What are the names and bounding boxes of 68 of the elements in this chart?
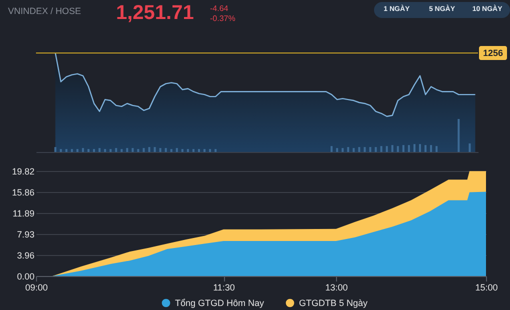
x-tick-label: 15:00: [475, 282, 498, 292]
bar: [186, 149, 189, 152]
bar: [396, 146, 399, 152]
bar: [352, 148, 355, 152]
bar: [402, 145, 404, 152]
bar: [408, 145, 410, 152]
legend-label: GTGDTB 5 Ngày: [299, 298, 368, 308]
bar: [110, 149, 112, 152]
bar: [54, 147, 56, 152]
bar: [98, 148, 101, 152]
bar: [418, 144, 421, 152]
bar: [358, 147, 360, 152]
text: -0.37%: [210, 14, 236, 24]
bar: [369, 147, 372, 152]
bar: [198, 149, 200, 152]
bar: [214, 149, 217, 152]
bar: [104, 149, 106, 152]
bar: [436, 146, 438, 152]
bar: [342, 148, 344, 152]
bar: [374, 147, 377, 152]
x-tick-label: 09:00: [25, 282, 48, 292]
text: 1256: [482, 48, 504, 58]
legend-label: Tổng GTGD Hôm Nay: [175, 298, 265, 308]
bar: [164, 148, 167, 152]
bar: [154, 147, 156, 152]
bar: [137, 149, 140, 152]
y-tick-label: 7.93: [16, 229, 34, 240]
bar: [458, 119, 460, 152]
bar: [132, 148, 134, 152]
x-tick-label: 11:30: [213, 282, 235, 292]
y-tick-label: 3.96: [16, 250, 34, 261]
bar: [468, 143, 471, 152]
y-tick-label: 11.89: [12, 208, 34, 219]
bar: [386, 146, 388, 152]
bar: [82, 148, 84, 152]
bar: [93, 149, 96, 152]
bar: [142, 148, 145, 152]
bar: [159, 148, 162, 152]
bar: [70, 149, 73, 152]
bar: [330, 146, 333, 152]
bar: [65, 149, 68, 152]
text: 1,251.71: [116, 2, 194, 25]
bar: [115, 148, 118, 152]
bar: [60, 149, 62, 152]
bar: [364, 147, 366, 152]
x-tick-label: 13:00: [325, 282, 348, 292]
bar: [192, 149, 194, 152]
bar: [209, 149, 212, 152]
text: -4.64: [210, 4, 230, 14]
bar: [424, 145, 427, 152]
bar: [347, 147, 350, 152]
bar: [380, 146, 382, 152]
bar: [413, 144, 416, 152]
chart-title: VNINDEX / HOSE: [8, 6, 82, 16]
y-tick-label: 19.82: [12, 166, 34, 176]
bar: [336, 148, 338, 152]
bar: [204, 149, 206, 152]
bar: [76, 149, 78, 152]
bar: [87, 149, 90, 152]
bar: [391, 145, 394, 152]
bar: [170, 149, 172, 152]
bar: [148, 147, 150, 152]
bar: [181, 149, 184, 152]
y-tick-label: 0.00: [16, 272, 34, 282]
bar: [120, 149, 123, 152]
bar: [176, 148, 178, 152]
bar: [430, 145, 432, 152]
y-tick-label: 15.86: [12, 187, 34, 198]
